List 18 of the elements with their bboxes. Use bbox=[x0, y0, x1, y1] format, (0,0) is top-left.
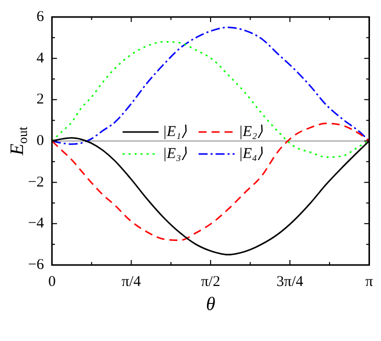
legend-label: |E₁⟩ bbox=[162, 124, 188, 140]
x-tick-label: π bbox=[365, 274, 374, 290]
y-tick-label: −6 bbox=[28, 256, 44, 273]
legend-label: |E₃⟩ bbox=[162, 146, 188, 162]
legend-label: |E₂⟩ bbox=[238, 124, 264, 140]
x-axis-title: θ bbox=[206, 294, 216, 315]
y-tick-label: 0 bbox=[36, 132, 44, 149]
y-tick-label: −4 bbox=[28, 216, 44, 232]
y-tick-label: 2 bbox=[36, 92, 44, 108]
y-tick-label: 6 bbox=[36, 8, 44, 25]
x-tick-label: 0 bbox=[48, 274, 56, 290]
x-tick-label: π/2 bbox=[200, 274, 220, 290]
x-tick-label: π/4 bbox=[122, 274, 142, 290]
legend-label: |E₄⟩ bbox=[238, 146, 264, 162]
x-tick-label: 3π/4 bbox=[276, 274, 304, 290]
y-tick-label: 4 bbox=[36, 50, 44, 66]
y-axis-title: Eout bbox=[7, 126, 30, 156]
y-tick-label: −2 bbox=[28, 174, 44, 190]
